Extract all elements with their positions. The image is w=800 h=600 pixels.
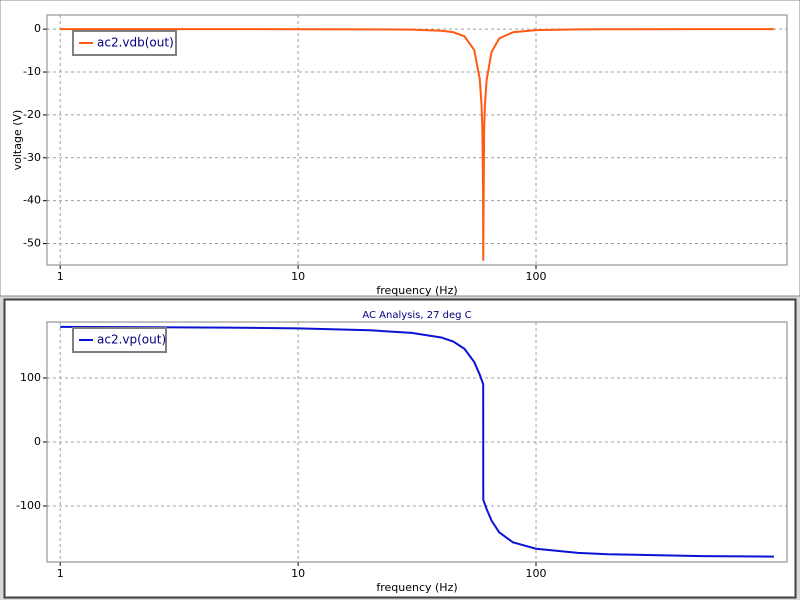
y-tick-label: -10 [23,65,41,78]
x-tick-label: 100 [526,567,547,580]
y-axis-label: voltage (V) [11,110,24,171]
legend-label: ac2.vdb(out) [97,36,174,50]
plot-area [47,15,787,265]
legend-label: ac2.vp(out) [97,333,166,347]
plot-area [47,322,787,562]
y-tick-label: 0 [34,435,41,448]
legend-box [72,30,177,56]
data-line [60,325,774,558]
y-tick-label: -40 [23,194,41,207]
x-tick-label: 1 [57,270,64,283]
data-line [60,28,774,261]
x-axis-label: frequency (Hz) [376,284,457,297]
x-tick-label: 100 [526,270,547,283]
y-tick-label: -30 [23,151,41,164]
y-tick-label: 100 [20,371,41,384]
y-tick-label: -100 [16,499,41,512]
x-tick-label: 10 [291,567,305,580]
plot-frame [46,321,788,563]
x-axis-label: frequency (Hz) [376,581,457,594]
x-tick-label: 10 [291,270,305,283]
plot-frame [46,14,788,266]
y-tick-label: -50 [23,237,41,250]
y-tick-label: 0 [34,22,41,35]
chart-title: AC Analysis, 27 deg C [362,310,471,321]
x-tick-label: 1 [57,567,64,580]
y-tick-label: -20 [23,108,41,121]
